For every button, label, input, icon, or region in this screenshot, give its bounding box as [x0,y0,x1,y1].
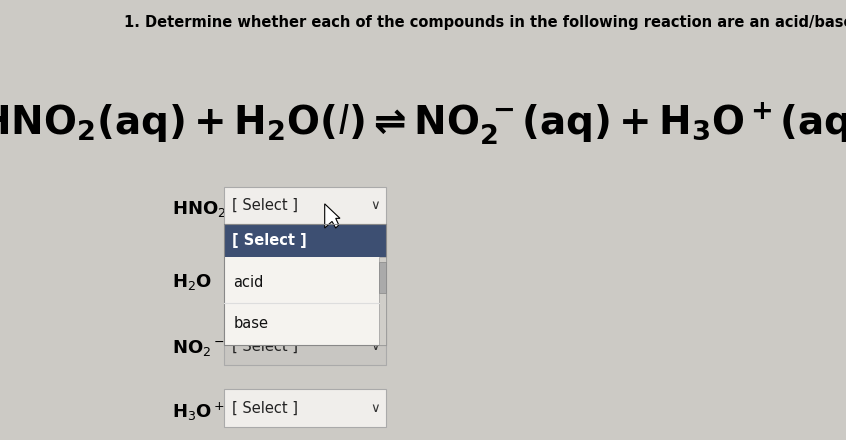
Text: [ Select ]: [ Select ] [232,233,306,249]
Bar [379,262,387,293]
Text: $\mathbf{HNO_2(aq) + H_2O(\mathit{l}) \rightleftharpoons NO_2^{\;-}(aq) + H_3O^+: $\mathbf{HNO_2(aq) + H_2O(\mathit{l}) \r… [0,100,846,147]
Bar [224,187,387,224]
Text: 1. Determine whether each of the compounds in the following reaction are an acid: 1. Determine whether each of the compoun… [124,15,846,30]
Bar [224,224,387,345]
Text: H$_2$O: H$_2$O [173,271,212,292]
Text: acid: acid [233,275,264,290]
Text: base: base [233,316,268,331]
Bar [224,224,387,257]
Text: NO$_2$$^-$: NO$_2$$^-$ [173,337,225,358]
Text: ∨: ∨ [371,199,380,212]
Text: H$_3$O$^+$: H$_3$O$^+$ [173,400,225,422]
Bar [224,257,387,345]
Polygon shape [325,204,340,228]
Bar [224,389,387,427]
Text: [ Select ]: [ Select ] [232,339,298,354]
Text: ∨: ∨ [371,402,380,414]
Text: HNO$_2$: HNO$_2$ [173,199,227,219]
Bar [224,328,387,365]
Bar [379,257,387,345]
Text: [ Select ]: [ Select ] [232,198,298,213]
Text: [ Select ]: [ Select ] [232,400,298,416]
Text: ∨: ∨ [371,340,380,353]
